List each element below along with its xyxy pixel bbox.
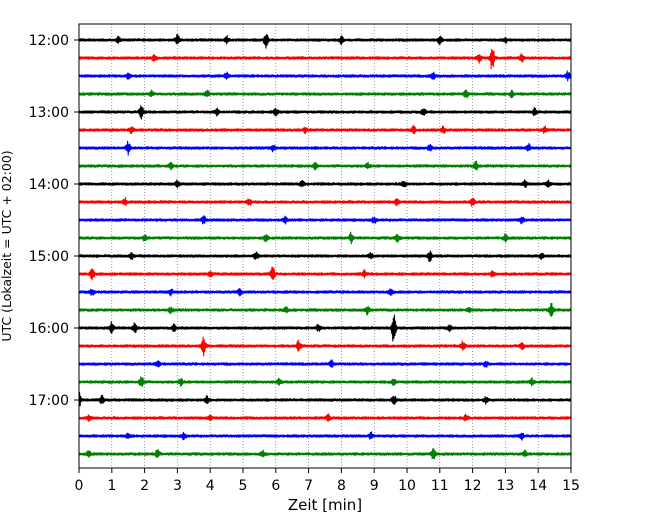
x-tick-label: 0 [75,478,84,494]
y-axis-label: UTC (Lokalzeit = UTC + 02:00) [0,150,14,341]
seismogram-trace [78,336,572,357]
seismogram-trace [78,125,572,135]
x-tick-label: 10 [398,478,416,494]
y-tick-label: 15:00 [29,249,69,265]
x-tick-label: 2 [140,478,149,494]
x-tick-label: 8 [337,478,346,494]
x-axis: 0 1 2 3 4 5 6 7 8 9 10 11 12 13 14 15 [75,468,580,494]
seismogram-trace [78,215,572,225]
y-tick-label: 16:00 [29,321,69,337]
x-tick-label: 9 [370,478,379,494]
seismogram-trace [78,105,572,120]
seismogram-trace [78,231,572,245]
x-axis-label: Zeit [min] [288,496,362,514]
y-axis: 12:00 13:00 14:00 15:00 16:00 17:00 [29,33,79,409]
seismogram-trace [78,197,572,207]
y-tick-label: 17:00 [29,393,69,409]
x-tick-label: 7 [304,478,313,494]
y-tick-label: 14:00 [29,177,69,193]
seismogram-trace [78,70,572,82]
seismogram-trace [78,391,572,407]
x-tick-label: 12 [464,478,482,494]
seismogram-trace [78,179,572,189]
seismogram-trace [78,89,572,99]
x-tick-label: 11 [431,478,449,494]
x-tick-label: 4 [206,478,215,494]
x-tick-label: 1 [107,478,116,494]
seismogram-trace [78,250,572,263]
seismogram-trace [78,314,572,342]
x-tick-label: 15 [562,478,580,494]
seismogram-trace [78,413,572,423]
seismogram-trace [78,376,572,387]
seismogram-trace [78,431,572,441]
x-tick-label: 13 [496,478,514,494]
y-tick-label: 12:00 [29,33,69,49]
seismogram-trace [78,302,572,318]
seismogram-trace [78,140,572,156]
traces [78,33,572,460]
seismogram-trace [78,359,572,368]
x-tick-label: 5 [239,478,248,494]
plot-frame [78,23,572,469]
x-tick-label: 14 [529,478,547,494]
seismogram-trace [78,287,572,297]
seismogram-trace [78,160,572,171]
x-tick-label: 6 [271,478,280,494]
seismogram-trace [78,33,572,49]
y-tick-label: 13:00 [29,105,69,121]
seismogram-trace [78,266,572,281]
seismogram-trace [78,448,572,460]
x-tick-label: 3 [173,478,182,494]
seismogram-trace [78,48,572,70]
